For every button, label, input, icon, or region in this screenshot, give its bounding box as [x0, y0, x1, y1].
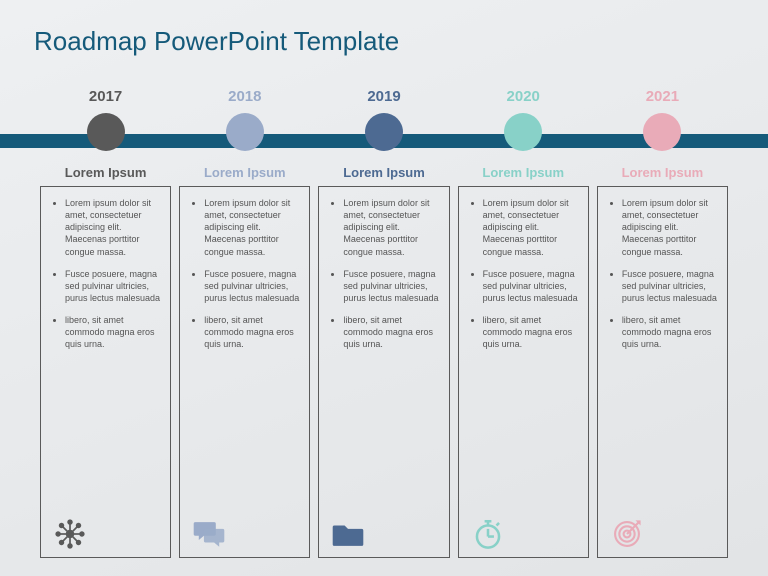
content-card: Lorem ipsum dolor sit amet, consectetuer…: [40, 186, 171, 558]
year-label: 2018: [228, 88, 261, 105]
bullet-list: Lorem ipsum dolor sit amet, consectetuer…: [325, 197, 442, 361]
timeline-dot: [643, 113, 681, 151]
bullet-item: Fusce posuere, magna sed pulvinar ultric…: [622, 268, 721, 304]
content-card: Lorem ipsum dolor sit amet, consectetuer…: [318, 186, 449, 558]
bullet-item: libero, sit amet commodo magna eros quis…: [343, 314, 442, 350]
timeline-column: 2019 Lorem Ipsum Lorem ipsum dolor sit ame…: [318, 88, 449, 558]
year-label: 2021: [646, 88, 679, 105]
network-icon: [47, 517, 164, 553]
bullet-item: Lorem ipsum dolor sit amet, consectetuer…: [204, 197, 303, 258]
bullet-item: libero, sit amet commodo magna eros quis…: [483, 314, 582, 350]
stopwatch-icon: [465, 517, 582, 553]
target-icon: [604, 517, 721, 553]
timeline-dot: [504, 113, 542, 151]
timeline-dot: [365, 113, 403, 151]
bullet-item: Fusce posuere, magna sed pulvinar ultric…: [204, 268, 303, 304]
timeline-dot: [87, 113, 125, 151]
column-subtitle: Lorem Ipsum: [204, 165, 286, 180]
timeline-column: 2020 Lorem Ipsum Lorem ipsum dolor sit ame…: [458, 88, 589, 558]
bullet-item: Fusce posuere, magna sed pulvinar ultric…: [483, 268, 582, 304]
bullet-item: Lorem ipsum dolor sit amet, consectetuer…: [343, 197, 442, 258]
year-label: 2019: [367, 88, 400, 105]
folder-icon: [325, 517, 442, 553]
column-subtitle: Lorem Ipsum: [622, 165, 704, 180]
year-label: 2020: [507, 88, 540, 105]
timeline-column: 2017 Lorem Ipsum Lorem ipsum dolor sit ame…: [40, 88, 171, 558]
bullet-item: Lorem ipsum dolor sit amet, consectetuer…: [622, 197, 721, 258]
content-card: Lorem ipsum dolor sit amet, consectetuer…: [458, 186, 589, 558]
chat-icon: [186, 517, 303, 553]
columns-container: 2017 Lorem Ipsum Lorem ipsum dolor sit ame…: [40, 88, 728, 558]
bullet-list: Lorem ipsum dolor sit amet, consectetuer…: [604, 197, 721, 361]
timeline-column: 2018 Lorem Ipsum Lorem ipsum dolor sit ame…: [179, 88, 310, 558]
page-title: Roadmap PowerPoint Template: [34, 26, 399, 57]
timeline-column: 2021 Lorem Ipsum Lorem ipsum dolor sit ame…: [597, 88, 728, 558]
content-card: Lorem ipsum dolor sit amet, consectetuer…: [179, 186, 310, 558]
content-card: Lorem ipsum dolor sit amet, consectetuer…: [597, 186, 728, 558]
bullet-list: Lorem ipsum dolor sit amet, consectetuer…: [186, 197, 303, 361]
column-subtitle: Lorem Ipsum: [65, 165, 147, 180]
column-subtitle: Lorem Ipsum: [482, 165, 564, 180]
bullet-item: libero, sit amet commodo magna eros quis…: [622, 314, 721, 350]
bullet-item: Lorem ipsum dolor sit amet, consectetuer…: [65, 197, 164, 258]
bullet-list: Lorem ipsum dolor sit amet, consectetuer…: [47, 197, 164, 361]
bullet-item: Fusce posuere, magna sed pulvinar ultric…: [65, 268, 164, 304]
bullet-item: Fusce posuere, magna sed pulvinar ultric…: [343, 268, 442, 304]
bullet-item: libero, sit amet commodo magna eros quis…: [65, 314, 164, 350]
bullet-item: Lorem ipsum dolor sit amet, consectetuer…: [483, 197, 582, 258]
bullet-list: Lorem ipsum dolor sit amet, consectetuer…: [465, 197, 582, 361]
timeline-dot: [226, 113, 264, 151]
column-subtitle: Lorem Ipsum: [343, 165, 425, 180]
bullet-item: libero, sit amet commodo magna eros quis…: [204, 314, 303, 350]
year-label: 2017: [89, 88, 122, 105]
